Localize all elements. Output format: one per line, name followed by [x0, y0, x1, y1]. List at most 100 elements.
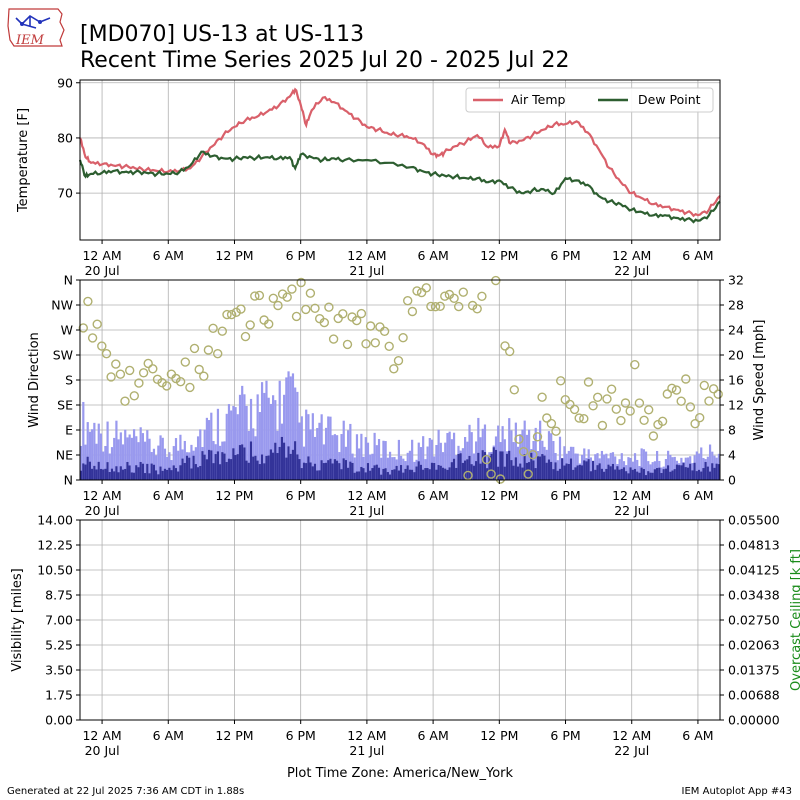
gust-bar [327, 416, 330, 480]
wind-direction-marker [403, 296, 413, 306]
speed-bar [163, 468, 167, 480]
speed-bar [283, 442, 286, 480]
ceiling-ytick-3: 0.02063 [728, 638, 780, 653]
speed-bar [651, 472, 654, 480]
speed-bar [444, 468, 447, 480]
wind-direction-marker [365, 321, 376, 331]
legend-air-temp: Air Temp [511, 92, 566, 107]
visibility-ytick-4: 7.00 [45, 613, 73, 628]
gust-bar [340, 434, 343, 480]
gust-bar [163, 448, 167, 480]
speed-bar [236, 454, 239, 480]
speed-bar [598, 463, 601, 480]
speed-bar [393, 469, 396, 480]
speed-bar [686, 467, 690, 480]
gust-bar [291, 373, 295, 480]
speed-bar [93, 465, 96, 480]
speed-bar [243, 447, 246, 480]
speed-bar [408, 469, 412, 480]
speed-bar [110, 468, 114, 480]
speed-bar [353, 472, 356, 480]
gust-bar [656, 450, 659, 480]
chart-title-line2: Recent Time Series 2025 Jul 20 - 2025 Ju… [80, 48, 569, 73]
speed-bar [618, 469, 621, 480]
speed-bar [355, 471, 359, 480]
gust-bar [523, 420, 526, 480]
speed-bar [269, 449, 272, 480]
wind-direction-marker [681, 374, 691, 384]
speed-bar [80, 470, 83, 480]
speed-bar [338, 463, 341, 480]
p2-xtick-date-8: 22 Jul [614, 503, 649, 518]
gust-bar [428, 438, 431, 480]
speed-bar [490, 453, 493, 480]
speed-bar [320, 460, 323, 480]
wind-direction-marker [435, 301, 445, 311]
gust-bar [82, 401, 85, 480]
speed-bar [252, 456, 255, 480]
gust-bar [269, 403, 272, 480]
gust-bar [322, 444, 325, 480]
speed-bar [289, 453, 292, 480]
speed-bar [152, 464, 156, 480]
visibility-ytick-3: 5.25 [45, 638, 73, 653]
speed-bar [607, 464, 610, 480]
speed-bar [168, 467, 171, 480]
speed-bar [327, 460, 330, 480]
speed-bar [183, 462, 186, 480]
gust-bar [516, 446, 520, 480]
speed-bar [318, 470, 321, 480]
speed-bar [556, 470, 559, 480]
gust-bar [168, 452, 171, 480]
gust-bar [358, 448, 361, 480]
speed-bar [494, 449, 498, 480]
gust-bar [697, 453, 701, 480]
speed-bar [245, 460, 248, 480]
speed-bar [113, 471, 116, 480]
gust-bar [241, 385, 244, 480]
speed-bar [278, 446, 281, 480]
wind-direction-marker [430, 302, 441, 312]
speed-bar [660, 473, 663, 480]
speed-bar [371, 468, 374, 480]
gust-bar [272, 395, 275, 480]
gust-bar [441, 452, 445, 480]
speed-bar [578, 464, 581, 480]
wind-direction-marker [509, 385, 519, 395]
gust-bar [475, 441, 478, 480]
wind-direction-marker [514, 434, 524, 444]
wind-direction-marker [699, 380, 709, 391]
wind-direction-marker [92, 319, 102, 329]
speed-bar [267, 455, 270, 480]
p3-xtick-label-7: 6 PM [550, 728, 580, 743]
gust-bar [603, 454, 606, 480]
network-icon [15, 14, 51, 29]
visibility-ytick-8: 14.00 [37, 513, 73, 528]
gust-bar [479, 437, 482, 480]
gust-bar [512, 442, 515, 480]
wind-direction-marker [593, 392, 603, 402]
gust-bar [146, 430, 149, 480]
visibility-panel: 0.001.753.505.257.008.7510.5012.2514.00 … [10, 513, 800, 759]
speed-bar [238, 445, 242, 480]
wind-direction-marker [449, 293, 459, 303]
speed-bar [441, 467, 445, 480]
speed-bar [329, 458, 332, 480]
speed-bar [505, 453, 509, 480]
wind-direction-marker [106, 372, 116, 382]
gust-bar [232, 405, 235, 480]
p3-xtick-label-9: 6 AM [682, 728, 713, 743]
ceiling-yticks: 0.00000 0.00688 0.01375 0.02063 0.02750 0.034… [720, 513, 780, 728]
speed-bar [316, 470, 319, 480]
p2-xtick-date-4: 21 Jul [349, 503, 384, 518]
speed-bar [360, 466, 363, 480]
ceiling-ytick-1: 0.00688 [728, 688, 780, 703]
gust-bar [600, 450, 604, 480]
wind-direction-marker [245, 320, 255, 330]
speed-bar [349, 461, 352, 480]
p3-xtick-label-8: 12 AM [612, 728, 651, 743]
footer-generated: Generated at 22 Jul 2025 7:36 AM CDT in … [7, 786, 244, 797]
gust-bar [144, 441, 147, 480]
speed-bar [539, 456, 542, 480]
